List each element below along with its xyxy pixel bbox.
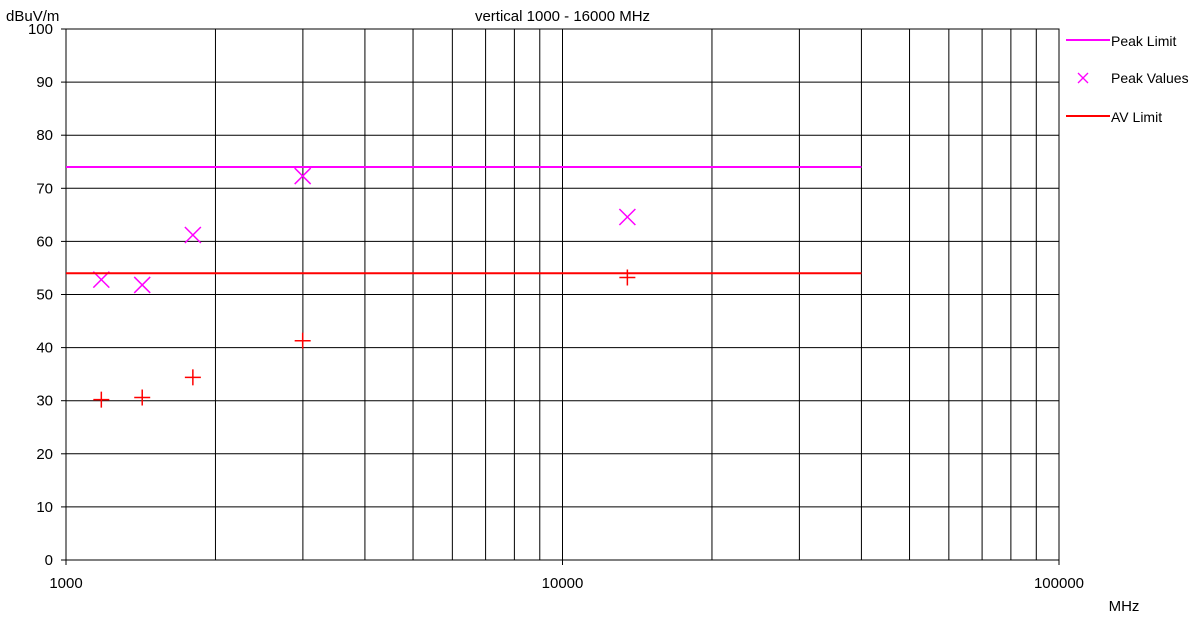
y-tick-label: 90 [36, 74, 53, 91]
legend-item-peak-values: Peak Values [1066, 52, 1204, 104]
tick-labels: 0 10 20 30 40 50 60 70 80 90 100 1000 10000 100000 [28, 21, 1084, 592]
y-tick-label: 80 [36, 127, 53, 144]
series-3 [93, 269, 636, 408]
peak-value-point [618, 208, 636, 226]
y-tick-label: 10 [36, 499, 53, 516]
legend-label-peak-values: Peak Values [1111, 70, 1189, 86]
x-tick-label: 100000 [1034, 575, 1084, 592]
peak-value-point [92, 271, 110, 289]
y-tick-label: 70 [36, 180, 53, 197]
x-tick-label: 1000 [49, 575, 82, 592]
grid [65, 28, 1060, 565]
y-tick-label: 30 [36, 393, 53, 410]
legend-swatch-av-limit [1066, 115, 1110, 117]
y-axis-label: dBuV/m [6, 8, 59, 25]
av-value-point [134, 389, 151, 406]
peak-value-point [294, 167, 312, 185]
y-tick-label: 60 [36, 233, 53, 250]
legend-label-av-limit: AV Limit [1111, 109, 1163, 125]
y-tick-label: 40 [36, 340, 53, 357]
chart-title: vertical 1000 - 16000 MHz [475, 8, 650, 25]
series-layer [66, 166, 862, 408]
av-value-point [619, 269, 636, 286]
y-tick-label: 50 [36, 287, 53, 304]
y-tick-label: 20 [36, 446, 53, 463]
legend-label-peak-limit: Peak Limit [1111, 33, 1177, 49]
legend-swatch-peak-limit [1066, 39, 1110, 41]
legend-item-av-limit: AV Limit [1066, 104, 1204, 128]
peak-value-point [184, 226, 202, 244]
legend-item-peak-limit: Peak Limit [1066, 28, 1204, 52]
x-tick-label: 10000 [542, 575, 584, 592]
legend: Peak Limit Peak Values AV Limit [1066, 28, 1204, 128]
av-value-point [184, 369, 201, 386]
y-tick-label: 100 [28, 21, 53, 38]
legend-swatch-peak-values [1077, 72, 1089, 84]
y-tick-label: 0 [45, 552, 53, 569]
av-value-point [93, 391, 110, 408]
series-1 [92, 167, 636, 294]
av-value-point [294, 332, 311, 349]
peak-value-point [133, 276, 151, 294]
x-axis-label: MHz [1109, 598, 1140, 615]
